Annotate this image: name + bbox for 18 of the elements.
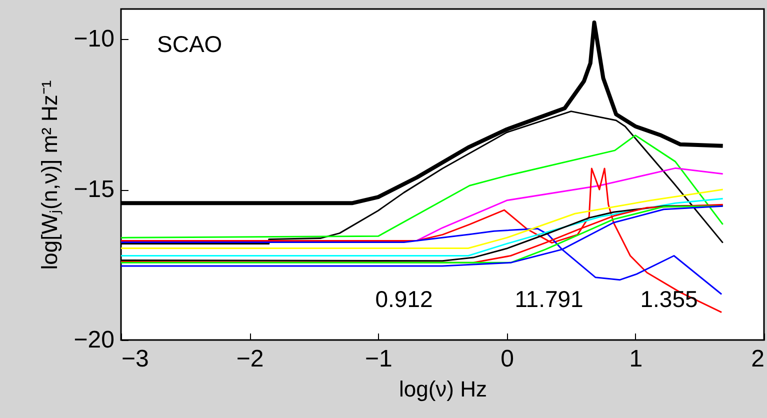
annotation: 11.791 xyxy=(514,286,584,312)
line-series xyxy=(121,198,724,256)
x-tick-label: 1 xyxy=(629,346,643,372)
annotation: 0.912 xyxy=(375,286,433,312)
y-tick-label: −10 xyxy=(74,26,114,53)
x-tick-label: −2 xyxy=(236,346,264,372)
x-tick-label: 0 xyxy=(500,346,514,372)
x-tick-label: 2 xyxy=(751,346,764,372)
x-axis-title: log(ν) Hz xyxy=(398,376,488,402)
x-tick-label: −3 xyxy=(122,346,149,372)
x-tick-label: −1 xyxy=(365,346,392,372)
y-tick-label: −20 xyxy=(74,326,114,354)
annotation: 1.355 xyxy=(640,286,698,312)
annotation: SCAO xyxy=(157,31,222,57)
line-series xyxy=(121,168,722,314)
y-tick-label: −15 xyxy=(74,176,114,204)
y-axis-title: log[Wⱼ(n,ν)] m² Hz⁻¹ xyxy=(36,80,63,270)
line-series xyxy=(121,188,724,249)
